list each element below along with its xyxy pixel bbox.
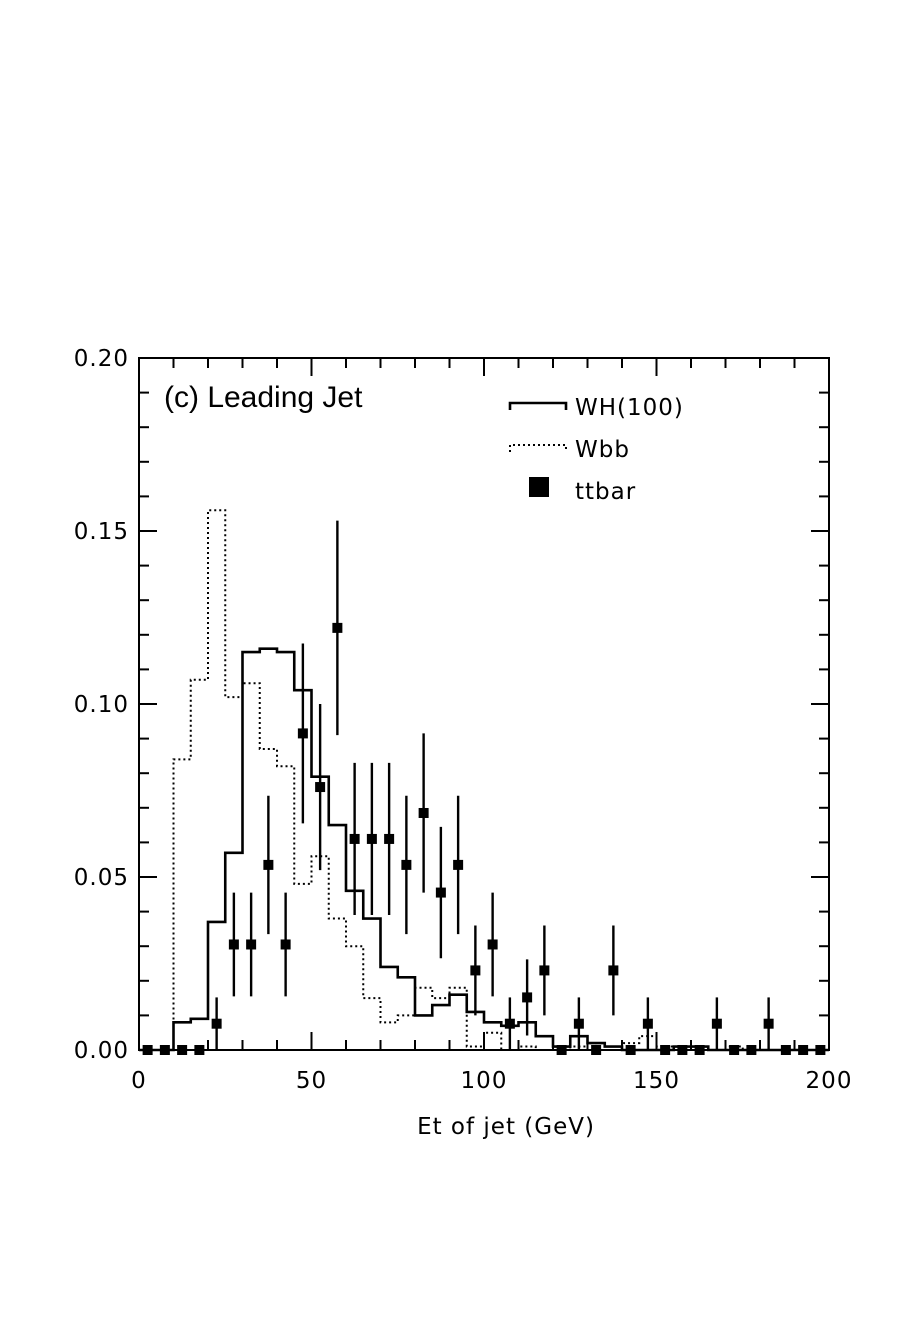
ttbar-data-point xyxy=(539,965,550,976)
ttbar-data-point xyxy=(263,859,274,870)
ttbar-data-point xyxy=(711,1018,722,1029)
legend-label: ttbar xyxy=(575,479,636,505)
ttbar-data-point xyxy=(694,1045,705,1055)
y-tick-label: 0.00 xyxy=(74,1038,129,1064)
ttbar-data-point xyxy=(453,859,464,870)
ttbar-data-point xyxy=(349,833,360,844)
y-tick-label: 0.15 xyxy=(74,519,129,545)
ttbar-data-point xyxy=(366,833,377,844)
ttbar-data-point xyxy=(522,992,533,1003)
ttbar-data-point xyxy=(332,622,343,633)
ttbar-data-point xyxy=(194,1045,205,1055)
x-tick-label: 0 xyxy=(131,1068,147,1094)
ttbar-data-point xyxy=(504,1018,515,1029)
ttbar-data-point xyxy=(435,887,446,898)
legend-swatch-ttbar xyxy=(529,477,549,497)
ttbar-data-point xyxy=(418,807,429,818)
legend-swatch-wh-100 xyxy=(508,401,568,410)
ttbar-data-point xyxy=(487,939,498,950)
ttbar-data-point xyxy=(142,1045,153,1055)
legend-swatch-wbb xyxy=(509,444,567,452)
ttbar-data-point xyxy=(470,965,481,976)
y-tick-label: 0.05 xyxy=(74,865,129,891)
ttbar-data-point xyxy=(763,1018,774,1029)
y-tick-label: 0.10 xyxy=(74,692,129,718)
ttbar-data-point xyxy=(401,859,412,870)
ttbar-data-point xyxy=(315,782,326,793)
ttbar-data-point xyxy=(591,1045,602,1055)
ttbar-data-point xyxy=(177,1045,188,1055)
ttbar-data-point xyxy=(625,1045,636,1055)
ttbar-data-point xyxy=(297,728,308,739)
panel-title: (c) Leading Jet xyxy=(164,381,363,414)
ttbar-data-point xyxy=(228,939,239,950)
ttbar-data-point xyxy=(780,1045,791,1055)
ttbar-data-point xyxy=(556,1045,567,1055)
ttbar-data-point xyxy=(729,1045,740,1055)
ttbar-data-point xyxy=(798,1045,809,1055)
x-tick-label: 100 xyxy=(461,1068,508,1094)
ttbar-data-point xyxy=(573,1018,584,1029)
ttbar-data-point xyxy=(159,1045,170,1055)
series-wh-100-line xyxy=(139,647,829,1052)
x-tick-label: 50 xyxy=(296,1068,327,1094)
ttbar-data-point xyxy=(677,1045,688,1055)
ttbar-data-point xyxy=(746,1045,757,1055)
ttbar-data-point xyxy=(280,939,291,950)
ttbar-data-point xyxy=(211,1018,222,1029)
x-tick-label: 200 xyxy=(806,1068,853,1094)
y-tick-label: 0.20 xyxy=(74,346,129,372)
x-tick-label: 150 xyxy=(633,1068,680,1094)
legend-label: WH(100) xyxy=(575,395,684,421)
ttbar-data-point xyxy=(384,833,395,844)
x-axis-title: Et of jet (GeV) xyxy=(417,1114,595,1140)
ttbar-data-point xyxy=(608,965,619,976)
ttbar-data-point xyxy=(642,1018,653,1029)
ttbar-data-point xyxy=(660,1045,671,1055)
ttbar-data-point xyxy=(246,939,257,950)
ttbar-data-point xyxy=(815,1045,826,1055)
legend-label: Wbb xyxy=(575,437,630,463)
